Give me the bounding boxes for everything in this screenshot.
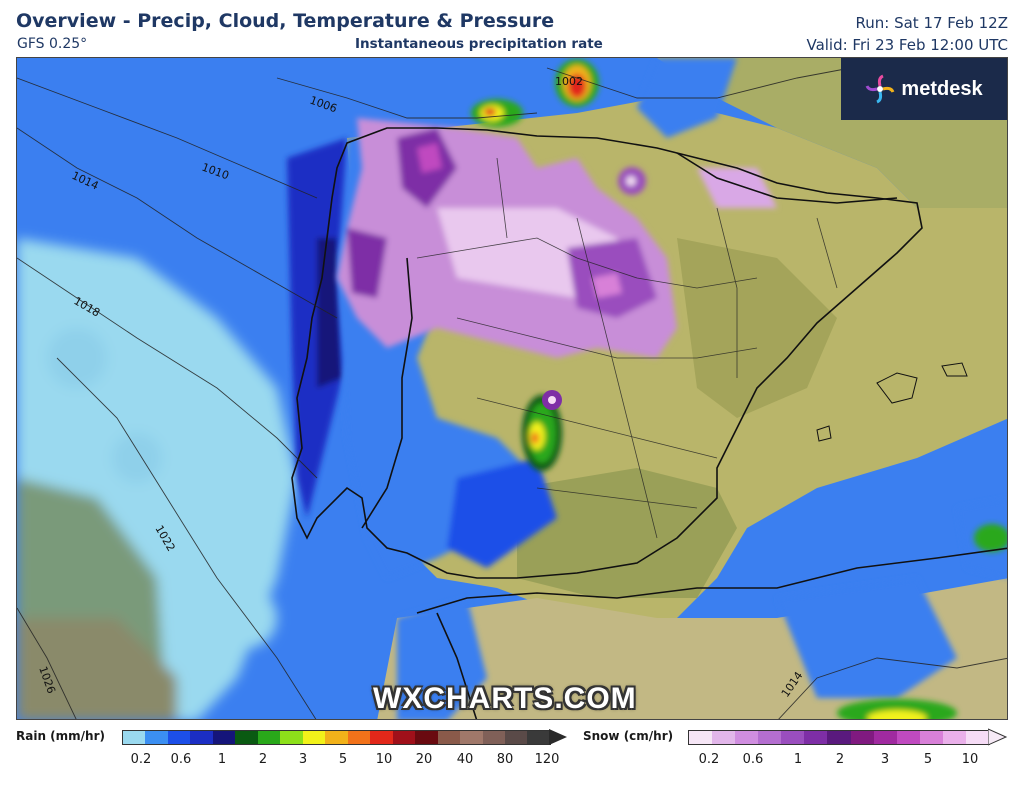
colorbar-tick: 2 [258, 752, 268, 767]
colorbar-swatch [919, 731, 943, 744]
colorbar-tick: 0.2 [130, 752, 152, 767]
colorbar-swatch [712, 731, 736, 744]
colorbar-swatch [392, 731, 416, 744]
colorbar-swatch [123, 731, 146, 744]
colorbar-swatch [804, 731, 828, 744]
colorbar-tick: 10 [375, 752, 393, 767]
colorbar-tick: 40 [456, 752, 474, 767]
colorbar-swatch [325, 731, 348, 744]
colorbar-tick: 5 [923, 752, 933, 767]
colorbar-swatch [145, 731, 168, 744]
chart-subtitle: Instantaneous precipitation rate [355, 36, 603, 52]
colorbar-tick: 0.2 [698, 752, 720, 767]
valid-time: Valid: Fri 23 Feb 12:00 UTC [806, 36, 1008, 54]
colorbar-tick: 3 [298, 752, 308, 767]
map-canvas: 1002 1006 1010 1014 1018 1022 1026 1014 [17, 58, 1007, 719]
colorbar-swatch [873, 731, 897, 744]
weather-map[interactable]: 1002 1006 1010 1014 1018 1022 1026 1014 … [16, 57, 1008, 720]
run-time: Run: Sat 17 Feb 12Z [855, 14, 1009, 32]
isobars [17, 62, 1007, 719]
rain-legend-label: Rain (mm/hr) [16, 729, 105, 743]
colorbar-tick: 10 [961, 752, 979, 767]
colorbar-swatch [302, 731, 326, 744]
colorbar-swatch [527, 731, 550, 744]
ibiza [816, 425, 832, 442]
colorbar-swatch [504, 731, 528, 744]
colorbar-swatch [827, 731, 851, 744]
colorbar-swatch [437, 731, 461, 744]
colorbar-swatch [965, 731, 990, 744]
colorbar-tick: 0.6 [742, 752, 764, 767]
colorbar-swatch [735, 731, 759, 744]
coastlines [291, 127, 1007, 719]
colorbar-tick: 120 [534, 752, 560, 767]
colorbar-swatch [850, 731, 874, 744]
colorbar-swatch [347, 731, 371, 744]
colorbar-tick: 1 [793, 752, 803, 767]
colorbar-tick: 20 [415, 752, 433, 767]
colorbar-swatch [235, 731, 258, 744]
colorbar-swatch [942, 731, 966, 744]
snow-colorbar-arrow [988, 728, 1008, 746]
colorbar-swatch [280, 731, 303, 744]
colorbar-tick: 1 [217, 752, 227, 767]
colorbar-tick: 80 [496, 752, 514, 767]
colorbar-swatch [167, 731, 191, 744]
colorbar-swatch [896, 731, 920, 744]
colorbar-swatch [370, 731, 393, 744]
snow-colorbar [688, 730, 990, 745]
colorbar-swatch [415, 731, 438, 744]
colorbar-swatch [689, 731, 713, 744]
colorbar-tick: 3 [880, 752, 890, 767]
colorbar-swatch [212, 731, 236, 744]
rain-colorbar-arrow [549, 729, 567, 745]
convective-cells [471, 59, 1007, 719]
colorbar-tick: 5 [338, 752, 348, 767]
colorbar-swatch [460, 731, 483, 744]
regional-borders [416, 157, 838, 539]
mallorca [876, 372, 918, 404]
metdesk-text: metdesk [901, 77, 983, 100]
rain-colorbar [122, 730, 551, 745]
heavy-rain-band [287, 138, 357, 518]
colorbar-swatch [482, 731, 505, 744]
colorbar-swatch [758, 731, 782, 744]
model-label: GFS 0.25° [17, 36, 88, 52]
colorbar-swatch [781, 731, 805, 744]
snow-cell-core [548, 396, 556, 404]
colorbar-tick: 0.6 [170, 752, 192, 767]
colorbar-swatch [257, 731, 281, 744]
pinwheel-icon [866, 74, 895, 104]
chart-title: Overview - Precip, Cloud, Temperature & … [16, 10, 555, 32]
menorca [941, 362, 968, 377]
metdesk-logo[interactable]: metdesk [841, 58, 1007, 120]
isobar-label: 1002 [555, 75, 583, 88]
colorbar-tick: 2 [835, 752, 845, 767]
colorbar-swatch [190, 731, 213, 744]
watermark: WXCHARTS.COM [373, 682, 637, 715]
snow-legend-label: Snow (cm/hr) [583, 729, 674, 743]
